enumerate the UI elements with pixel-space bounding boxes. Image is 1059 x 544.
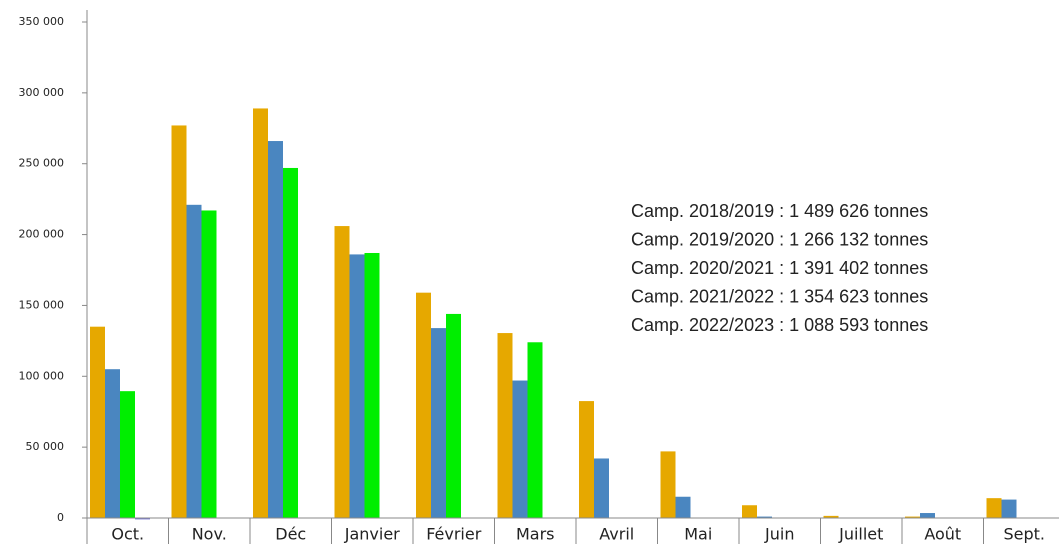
x-tick-label: Juillet xyxy=(838,525,883,544)
bar xyxy=(675,496,691,518)
y-tick-label: 200 000 xyxy=(19,228,65,241)
bar xyxy=(186,204,202,518)
bar xyxy=(431,328,446,518)
bar xyxy=(105,369,120,518)
bar xyxy=(364,252,380,518)
bar xyxy=(497,333,513,518)
bar xyxy=(512,380,528,518)
x-tick-label: Juin xyxy=(764,525,794,544)
x-tick-label: Mai xyxy=(684,525,712,544)
x-tick-label: Nov. xyxy=(192,525,227,544)
bar xyxy=(416,292,431,518)
y-tick-label: 0 xyxy=(57,511,64,524)
bar xyxy=(905,516,920,518)
bar xyxy=(171,125,187,519)
x-tick-label: Avril xyxy=(599,525,634,544)
y-tick-label: 150 000 xyxy=(19,298,65,311)
bar xyxy=(349,254,365,518)
bar xyxy=(823,515,839,518)
bar xyxy=(1001,499,1017,518)
bar xyxy=(90,326,105,518)
bar xyxy=(660,451,676,518)
bar xyxy=(253,108,268,519)
y-tick-label: 50 000 xyxy=(26,440,65,453)
annotation: Camp. 2022/2023 : 1 088 593 tonnes xyxy=(631,315,928,335)
x-tick-label: Sept. xyxy=(1003,525,1045,544)
y-tick-label: 350 000 xyxy=(19,15,65,28)
annotation: Camp. 2018/2019 : 1 489 626 tonnes xyxy=(631,201,928,221)
bar xyxy=(446,313,461,518)
bar xyxy=(579,401,594,518)
bar xyxy=(757,516,772,518)
y-tick-label: 300 000 xyxy=(19,86,65,99)
bar xyxy=(986,498,1002,518)
x-tick-label: Août xyxy=(924,525,961,544)
bar xyxy=(742,505,757,518)
bar xyxy=(334,226,350,518)
bar xyxy=(527,342,543,518)
bar xyxy=(135,518,150,520)
bar xyxy=(920,513,935,518)
x-tick-label: Janvier xyxy=(344,525,400,544)
annotation: Camp. 2019/2020 : 1 266 132 tonnes xyxy=(631,229,928,249)
bar xyxy=(283,167,298,519)
annotation: Camp. 2021/2022 : 1 354 623 tonnes xyxy=(631,287,928,307)
x-tick-label: Février xyxy=(426,525,482,544)
x-tick-label: Déc xyxy=(275,525,306,544)
x-tick-label: Oct. xyxy=(111,525,144,544)
annotation: Camp. 2020/2021 : 1 391 402 tonnes xyxy=(631,258,928,278)
x-tick-label: Mars xyxy=(516,525,555,544)
bar xyxy=(594,458,609,518)
y-tick-label: 100 000 xyxy=(19,369,65,382)
bar xyxy=(120,391,135,518)
bar xyxy=(268,141,283,519)
y-tick-label: 250 000 xyxy=(19,157,65,170)
bar xyxy=(201,210,217,519)
